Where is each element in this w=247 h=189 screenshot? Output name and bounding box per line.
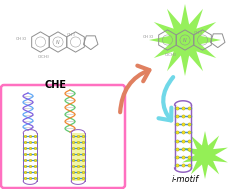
Bar — [71, 133, 85, 181]
FancyArrowPatch shape — [120, 66, 149, 112]
Text: N: N — [56, 40, 60, 46]
Text: CH$_3$: CH$_3$ — [193, 29, 203, 37]
Polygon shape — [149, 4, 221, 76]
FancyArrowPatch shape — [159, 77, 173, 120]
Text: CH$_3$O: CH$_3$O — [15, 35, 28, 43]
Text: CH$_3$O: CH$_3$O — [142, 33, 155, 41]
Text: CH$_3$: CH$_3$ — [66, 31, 76, 39]
FancyBboxPatch shape — [1, 85, 125, 188]
Text: N: N — [183, 39, 187, 43]
Text: OCH$_3$: OCH$_3$ — [165, 51, 177, 59]
Text: i-motif: i-motif — [171, 175, 199, 184]
Text: OCH$_3$: OCH$_3$ — [37, 53, 50, 61]
Polygon shape — [182, 131, 228, 179]
Text: CHE: CHE — [44, 80, 66, 90]
